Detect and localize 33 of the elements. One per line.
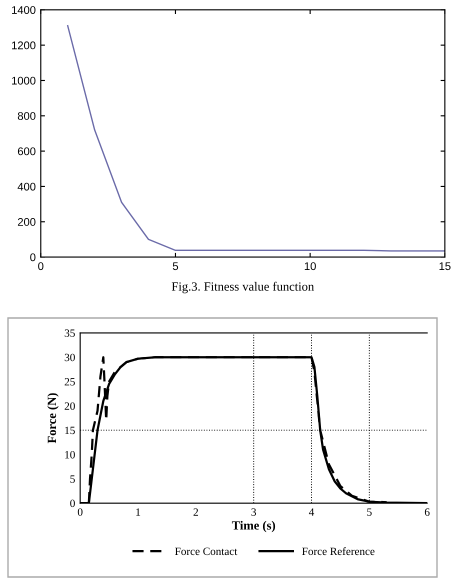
y-tick-label: 0: [70, 500, 75, 508]
y-tick-label: 35: [64, 329, 75, 337]
y-axis-title: Force (N): [47, 393, 59, 444]
y-tick-label: 10: [65, 450, 75, 458]
caption: Fig.3. Fitness value function: [172, 282, 314, 294]
y-tick-label: 5: [70, 475, 75, 483]
y-tick-label: 400: [18, 182, 36, 191]
x-tick-label: 2: [194, 508, 198, 516]
y-tick-label: 600: [18, 147, 36, 156]
x-tick-label: 15: [440, 262, 451, 270]
y-tick-label: 1200: [12, 41, 36, 50]
y-tick-label: 25: [64, 378, 75, 386]
y-tick-label: 20: [64, 402, 75, 410]
x-tick-label: 3: [251, 508, 256, 516]
x-tick-label: 10: [304, 262, 316, 270]
x-tick-label: 0: [38, 262, 44, 270]
x-tick-label: 5: [367, 508, 372, 516]
y-tick-label: 1400: [12, 6, 36, 14]
x-tick-label: 0: [78, 508, 83, 516]
legend-label: Force Contact: [175, 548, 238, 556]
y-tick-label: 1000: [12, 76, 36, 85]
line-series: [67, 25, 445, 252]
y-tick-label: 30: [64, 354, 75, 362]
x-axis-title: Time (s): [232, 520, 276, 532]
y-tick-label: 800: [18, 112, 36, 120]
x-tick-label: 6: [424, 508, 430, 516]
legend-label: Force Reference: [302, 547, 374, 556]
x-tick-label: 4: [308, 508, 314, 516]
x-tick-label: 5: [172, 262, 178, 270]
y-tick-label: 15: [65, 426, 75, 434]
y-tick-label: 200: [18, 218, 36, 226]
y-tick-label: 0: [30, 253, 36, 262]
x-tick-label: 1: [136, 508, 140, 516]
